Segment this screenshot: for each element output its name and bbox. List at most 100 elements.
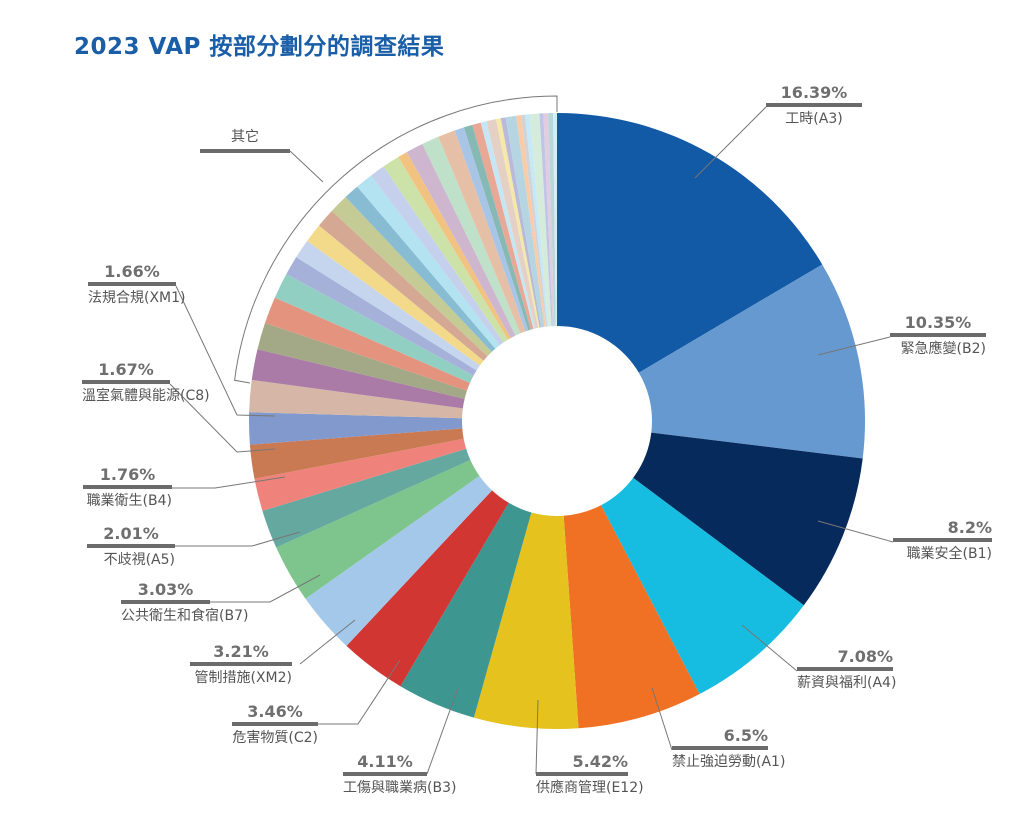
slice-3 (600, 477, 804, 694)
pct-label: 3.46% (247, 702, 303, 721)
data-label-xm2: 3.21% 管制措施(XM2) (190, 643, 292, 686)
data-label-b7: 3.03% 公共衛生和食宿(B7) (121, 580, 249, 624)
pct-label: 7.08% (837, 647, 893, 666)
slice-8 (305, 475, 493, 646)
label-bar (893, 538, 992, 542)
label-bar (232, 722, 318, 726)
category-label: 緊急應變(B2) (900, 341, 986, 357)
slice-other-32 (454, 127, 529, 332)
leader-line-a4 (741, 624, 798, 672)
label-bar (82, 380, 170, 384)
leader-line-e12 (535, 699, 539, 775)
category-label: 工時(A3) (785, 111, 843, 127)
slice-other-31 (438, 130, 526, 334)
slice-other-20 (296, 240, 480, 371)
pct-label: 8.2% (947, 518, 992, 537)
leader-line-b1 (817, 520, 894, 543)
leader-line-others (289, 150, 324, 183)
data-label-xm1: 1.66% 法規合規(XM1) (88, 262, 186, 306)
slice-5 (473, 512, 579, 729)
others-bar (200, 149, 290, 153)
slice-other-18 (274, 273, 474, 383)
slice-other-29 (406, 144, 516, 339)
category-label: 不歧視(A5) (103, 552, 175, 568)
category-label: 法規合規(XM1) (88, 290, 186, 306)
pct-label: 2.01% (103, 524, 159, 543)
slice-other-25 (357, 175, 500, 349)
slice-other-40 (516, 115, 546, 327)
leader-line-b3 (426, 687, 459, 775)
slice-4 (563, 505, 700, 729)
pct-label: 10.35% (904, 313, 972, 332)
leader-line-b4 (172, 476, 286, 489)
slice-other-26 (370, 166, 504, 346)
others-bracket (234, 95, 558, 384)
slice-other-16 (257, 323, 467, 399)
slice-other-17 (264, 297, 470, 391)
data-label-e12: 5.42% 供應商管理(E12) (536, 753, 644, 796)
leader-line-a1 (651, 687, 673, 751)
data-label-a1: 6.5% 禁止強迫勞動(A1) (672, 726, 786, 770)
slice-other-45 (543, 113, 555, 327)
slice-other-30 (422, 136, 521, 336)
data-label-a5: 2.01% 不歧視(A5) (87, 525, 175, 568)
data-label-c2: 3.46% 危害物質(C2) (232, 703, 318, 746)
chart-title: 2023 VAP 按部分劃分的調查結果 (74, 34, 445, 60)
slice-14 (249, 379, 463, 419)
slice-0 (557, 113, 823, 373)
pct-label: 6.5% (723, 726, 768, 745)
slice-other-36 (486, 119, 539, 329)
data-label-b4: 1.76% 職業衛生(B4) (83, 466, 172, 509)
slice-2 (633, 432, 863, 606)
pct-label: 1.67% (98, 360, 154, 379)
slice-other-35 (480, 121, 536, 329)
leader-line-a5 (175, 531, 301, 547)
label-bar (536, 772, 628, 776)
label-bar (190, 662, 292, 666)
data-label-b3: 4.11% 工傷與職業病(B3) (343, 752, 457, 796)
pct-label: 1.66% (104, 262, 160, 281)
leader-line-xm1 (175, 285, 276, 417)
pct-label: 4.11% (357, 752, 413, 771)
slice-9 (276, 460, 480, 599)
leader-line-c2 (318, 659, 401, 725)
slice-other-15 (251, 349, 465, 409)
others-label: 其它 (231, 128, 259, 145)
category-label: 管制措施(XM2) (194, 670, 292, 686)
slice-other-27 (383, 157, 509, 343)
category-label: 工傷與職業病(B3) (343, 780, 457, 796)
slice-other-23 (331, 197, 492, 357)
pct-label: 16.39% (780, 83, 848, 102)
data-label-b1: 8.2% 職業安全(B1) (893, 519, 992, 562)
category-label: 溫室氣體與能源(C8) (82, 388, 210, 404)
slice-other-42 (524, 114, 549, 327)
leader-line-a3 (694, 106, 767, 179)
label-bar (766, 103, 862, 107)
slice-other-41 (521, 114, 548, 327)
leader-line-c8 (169, 383, 276, 453)
category-label: 職業衛生(B4) (86, 493, 172, 509)
slice-other-11 (254, 438, 467, 511)
pct-label: 3.03% (137, 580, 194, 599)
slice-other-37 (495, 118, 540, 328)
slice-6 (400, 502, 532, 718)
pct-label: 1.76% (99, 465, 156, 484)
label-bar (890, 333, 986, 337)
pct-label: 3.21% (213, 642, 269, 661)
slice-other-46 (548, 113, 556, 327)
slice-other-43 (529, 113, 552, 327)
slice-other-38 (500, 117, 542, 328)
category-label: 危害物質(C2) (232, 730, 318, 746)
label-bar (797, 667, 893, 671)
slice-7 (346, 490, 509, 687)
slice-other-24 (345, 186, 496, 352)
category-label: 禁止強迫勞動(A1) (672, 754, 786, 770)
slice-12 (249, 428, 464, 479)
leader-line-b7 (210, 574, 321, 603)
category-label: 供應商管理(E12) (536, 780, 644, 796)
category-label: 公共衛生和食宿(B7) (121, 608, 249, 624)
slice-1 (638, 264, 866, 459)
leader-line-b2 (817, 336, 891, 356)
label-bar (121, 600, 210, 604)
